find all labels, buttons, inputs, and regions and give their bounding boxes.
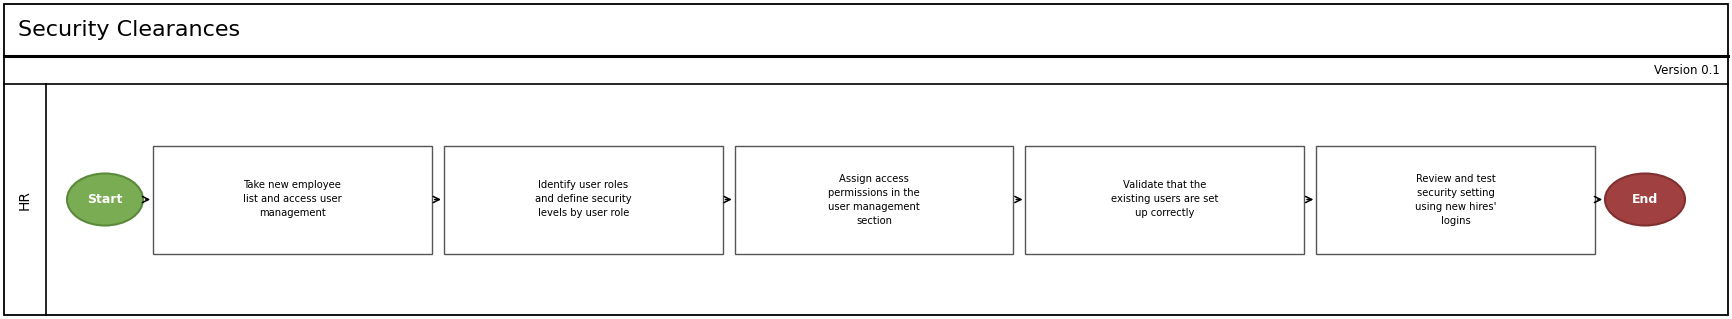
Bar xyxy=(443,145,722,254)
Ellipse shape xyxy=(1606,174,1685,226)
Text: End: End xyxy=(1632,193,1658,206)
Text: Take new employee
list and access user
management: Take new employee list and access user m… xyxy=(242,181,341,219)
Text: Validate that the
existing users are set
up correctly: Validate that the existing users are set… xyxy=(1112,181,1219,219)
Text: Identify user roles
and define security
levels by user role: Identify user roles and define security … xyxy=(535,181,632,219)
Bar xyxy=(1316,145,1595,254)
Text: Assign access
permissions in the
user management
section: Assign access permissions in the user ma… xyxy=(828,174,920,226)
Bar xyxy=(1025,145,1304,254)
Bar xyxy=(152,145,431,254)
Text: Review and test
security setting
using new hires'
logins: Review and test security setting using n… xyxy=(1415,174,1496,226)
Text: Version 0.1: Version 0.1 xyxy=(1654,63,1720,77)
Text: Start: Start xyxy=(87,193,123,206)
Text: Security Clearances: Security Clearances xyxy=(17,20,241,40)
Ellipse shape xyxy=(68,174,144,226)
Text: HR: HR xyxy=(17,189,31,210)
Bar xyxy=(734,145,1013,254)
